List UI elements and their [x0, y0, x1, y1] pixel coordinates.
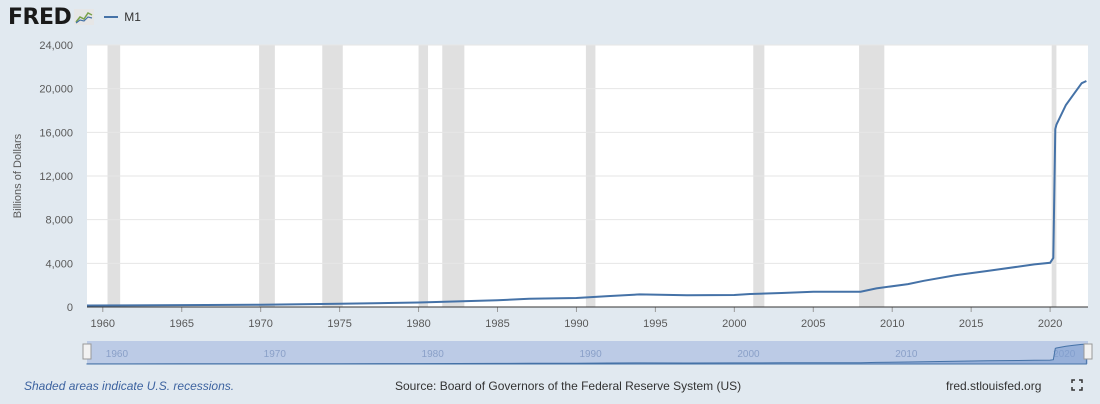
- y-tick-label: 12,000: [39, 171, 73, 183]
- navigator-label: 1980: [422, 349, 445, 360]
- recession-note[interactable]: Shaded areas indicate U.S. recessions.: [24, 379, 235, 393]
- fred-logo[interactable]: FRED: [8, 4, 72, 30]
- navigator-label: 2010: [895, 349, 918, 360]
- navigator-left-handle[interactable]: [82, 343, 92, 360]
- series-line-m1[interactable]: [86, 80, 1087, 307]
- y-tick-label: 16,000: [39, 127, 73, 139]
- y-tick-label: 8,000: [45, 215, 73, 227]
- legend[interactable]: M1: [104, 10, 141, 24]
- source-text: Source: Board of Governors of the Federa…: [395, 379, 742, 393]
- navigator-label: 1970: [264, 349, 287, 360]
- x-tick-label: 1980: [406, 318, 430, 330]
- x-tick-label: 1960: [91, 318, 115, 330]
- x-tick-label: 2000: [722, 318, 746, 330]
- y-tick-label: 0: [67, 302, 73, 314]
- x-tick-label: 1995: [643, 318, 667, 330]
- x-tick-label: 2020: [1038, 318, 1062, 330]
- x-tick-label: 2005: [801, 318, 825, 330]
- legend-swatch: [104, 16, 119, 18]
- legend-label: M1: [124, 10, 141, 24]
- gridlines: [87, 44, 1088, 264]
- x-tick-label: 1970: [248, 318, 272, 330]
- navigator-series: [86, 343, 1087, 365]
- y-tick-label: 20,000: [39, 84, 73, 96]
- navigator-right-handle[interactable]: [1083, 343, 1093, 360]
- navigator-label: 1960: [106, 349, 129, 360]
- fullscreen-icon[interactable]: [1071, 379, 1083, 391]
- y-tick-label: 24,000: [39, 40, 73, 52]
- x-tick-label: 2010: [880, 318, 904, 330]
- x-axis: 1960 1965 1970 1975 1980 1985 1990 1995 2000 2005…: [91, 307, 1062, 330]
- x-tick-label: 1985: [485, 318, 509, 330]
- x-tick-label: 1965: [169, 318, 193, 330]
- navigator-track[interactable]: [87, 341, 1088, 364]
- navigator-label: 2000: [737, 349, 760, 360]
- navigator-label: 1990: [579, 349, 602, 360]
- y-axis: 0 4,000 8,000 12,000 16,000 20,000 24,000: [39, 40, 73, 314]
- x-tick-label: 1990: [564, 318, 588, 330]
- line-chart-icon: [74, 9, 95, 25]
- x-tick-label: 2015: [959, 318, 983, 330]
- navigator[interactable]: 1960197019801990200020102020: [82, 341, 1093, 365]
- y-axis-label: Billions of Dollars: [12, 133, 24, 218]
- y-tick-label: 4,000: [45, 258, 73, 270]
- x-tick-label: 1975: [327, 318, 351, 330]
- chart-header: FRED M1: [8, 4, 141, 30]
- site-link[interactable]: fred.stlouisfed.org: [946, 379, 1042, 393]
